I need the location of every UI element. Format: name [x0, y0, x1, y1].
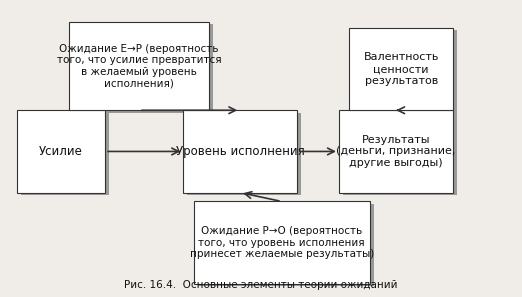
Text: Валентность
ценности
результатов: Валентность ценности результатов [363, 53, 439, 86]
FancyBboxPatch shape [73, 24, 213, 113]
FancyBboxPatch shape [17, 110, 105, 193]
FancyBboxPatch shape [349, 28, 453, 110]
FancyBboxPatch shape [187, 113, 302, 195]
FancyBboxPatch shape [183, 110, 298, 193]
FancyBboxPatch shape [343, 113, 457, 195]
FancyBboxPatch shape [194, 201, 370, 284]
FancyBboxPatch shape [21, 113, 110, 195]
FancyBboxPatch shape [353, 30, 457, 113]
FancyBboxPatch shape [339, 110, 453, 193]
FancyBboxPatch shape [198, 204, 374, 286]
Text: Ожидание Р→О (вероятность
того, что уровень исполнения
принесет желаемые результ: Ожидание Р→О (вероятность того, что уров… [189, 226, 374, 259]
Text: Рис. 16.4.  Основные элементы теории ожиданий: Рис. 16.4. Основные элементы теории ожид… [124, 280, 398, 290]
Text: Результаты
(деньги, признание,
другие выгоды): Результаты (деньги, признание, другие вы… [336, 135, 456, 168]
FancyBboxPatch shape [69, 22, 209, 110]
Text: Усилие: Усилие [39, 145, 83, 158]
Text: Уровень исполнения: Уровень исполнения [176, 145, 305, 158]
Text: Ожидание Е→Р (вероятность
того, что усилие превратится
в желаемый уровень
исполн: Ожидание Е→Р (вероятность того, что усил… [57, 44, 221, 89]
